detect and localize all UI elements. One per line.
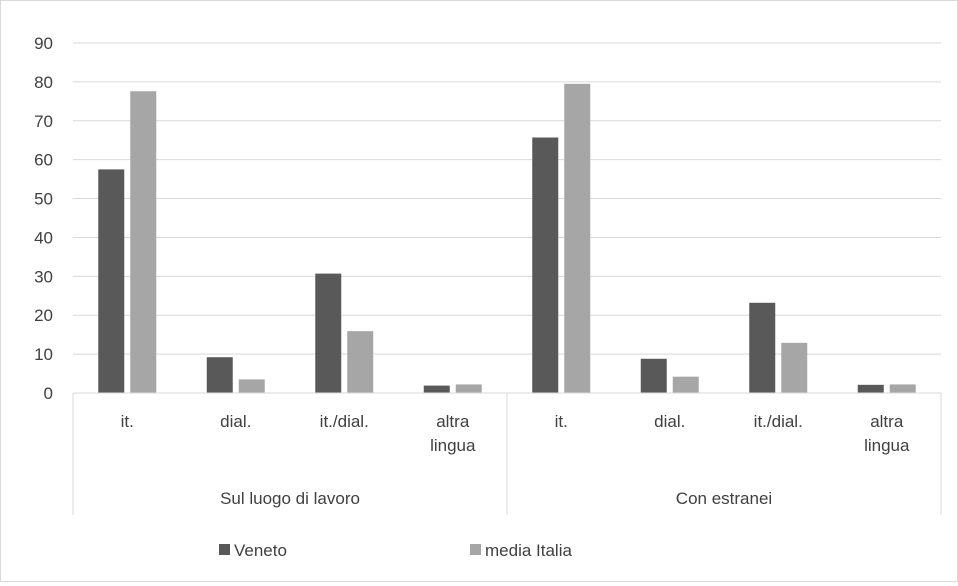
gridlines xyxy=(73,42,941,355)
y-tick-label: 70 xyxy=(34,112,53,131)
legend-swatch xyxy=(470,544,481,555)
bar-media-italia xyxy=(889,384,916,393)
category-label: it. xyxy=(555,412,568,431)
bar-media-italia xyxy=(455,384,482,393)
category-label: it. xyxy=(121,412,134,431)
legend-label: media Italia xyxy=(485,541,572,560)
bar-media-italia xyxy=(672,376,699,393)
group-label: Con estranei xyxy=(676,489,772,508)
group-labels: Sul luogo di lavoro Con estranei xyxy=(220,489,772,508)
bar-veneto xyxy=(98,169,125,393)
y-tick-label: 60 xyxy=(34,151,53,170)
y-tick-label: 40 xyxy=(34,228,53,247)
bar-veneto xyxy=(749,302,776,393)
y-tick-label: 30 xyxy=(34,267,53,286)
category-label: it./dial. xyxy=(754,412,803,431)
bars xyxy=(98,83,916,393)
category-label: altra lingua xyxy=(864,412,910,455)
category-labels: it. dial. it./dial. altra lingua it. dial. it./… xyxy=(121,412,910,455)
y-tick-label: 90 xyxy=(34,34,53,53)
bar-media-italia xyxy=(781,342,808,393)
bar-veneto xyxy=(206,357,233,393)
bar-veneto xyxy=(857,384,884,393)
category-label: altra lingua xyxy=(430,412,476,455)
y-tick-label: 0 xyxy=(44,384,53,403)
y-tick-label: 80 xyxy=(34,73,53,92)
bar-veneto xyxy=(532,137,559,393)
legend-swatch xyxy=(219,544,230,555)
group-label: Sul luogo di lavoro xyxy=(220,489,360,508)
bar-veneto xyxy=(315,273,342,393)
category-label: it./dial. xyxy=(320,412,369,431)
y-tick-label: 50 xyxy=(34,190,53,209)
y-axis-tick-labels: 0 10 20 30 40 50 60 70 80 90 xyxy=(34,34,53,403)
bar-veneto xyxy=(423,385,450,393)
legend-label: Veneto xyxy=(234,541,287,560)
y-tick-label: 20 xyxy=(34,306,53,325)
bar-veneto xyxy=(640,358,667,393)
bar-media-italia xyxy=(347,331,374,393)
x-axis xyxy=(72,392,942,515)
bar-media-italia xyxy=(564,83,591,393)
bar-media-italia xyxy=(130,91,157,393)
bar-media-italia xyxy=(238,379,265,393)
category-label: dial. xyxy=(654,412,685,431)
legend: Veneto media Italia xyxy=(219,541,572,560)
y-tick-label: 10 xyxy=(34,345,53,364)
category-label: dial. xyxy=(220,412,251,431)
